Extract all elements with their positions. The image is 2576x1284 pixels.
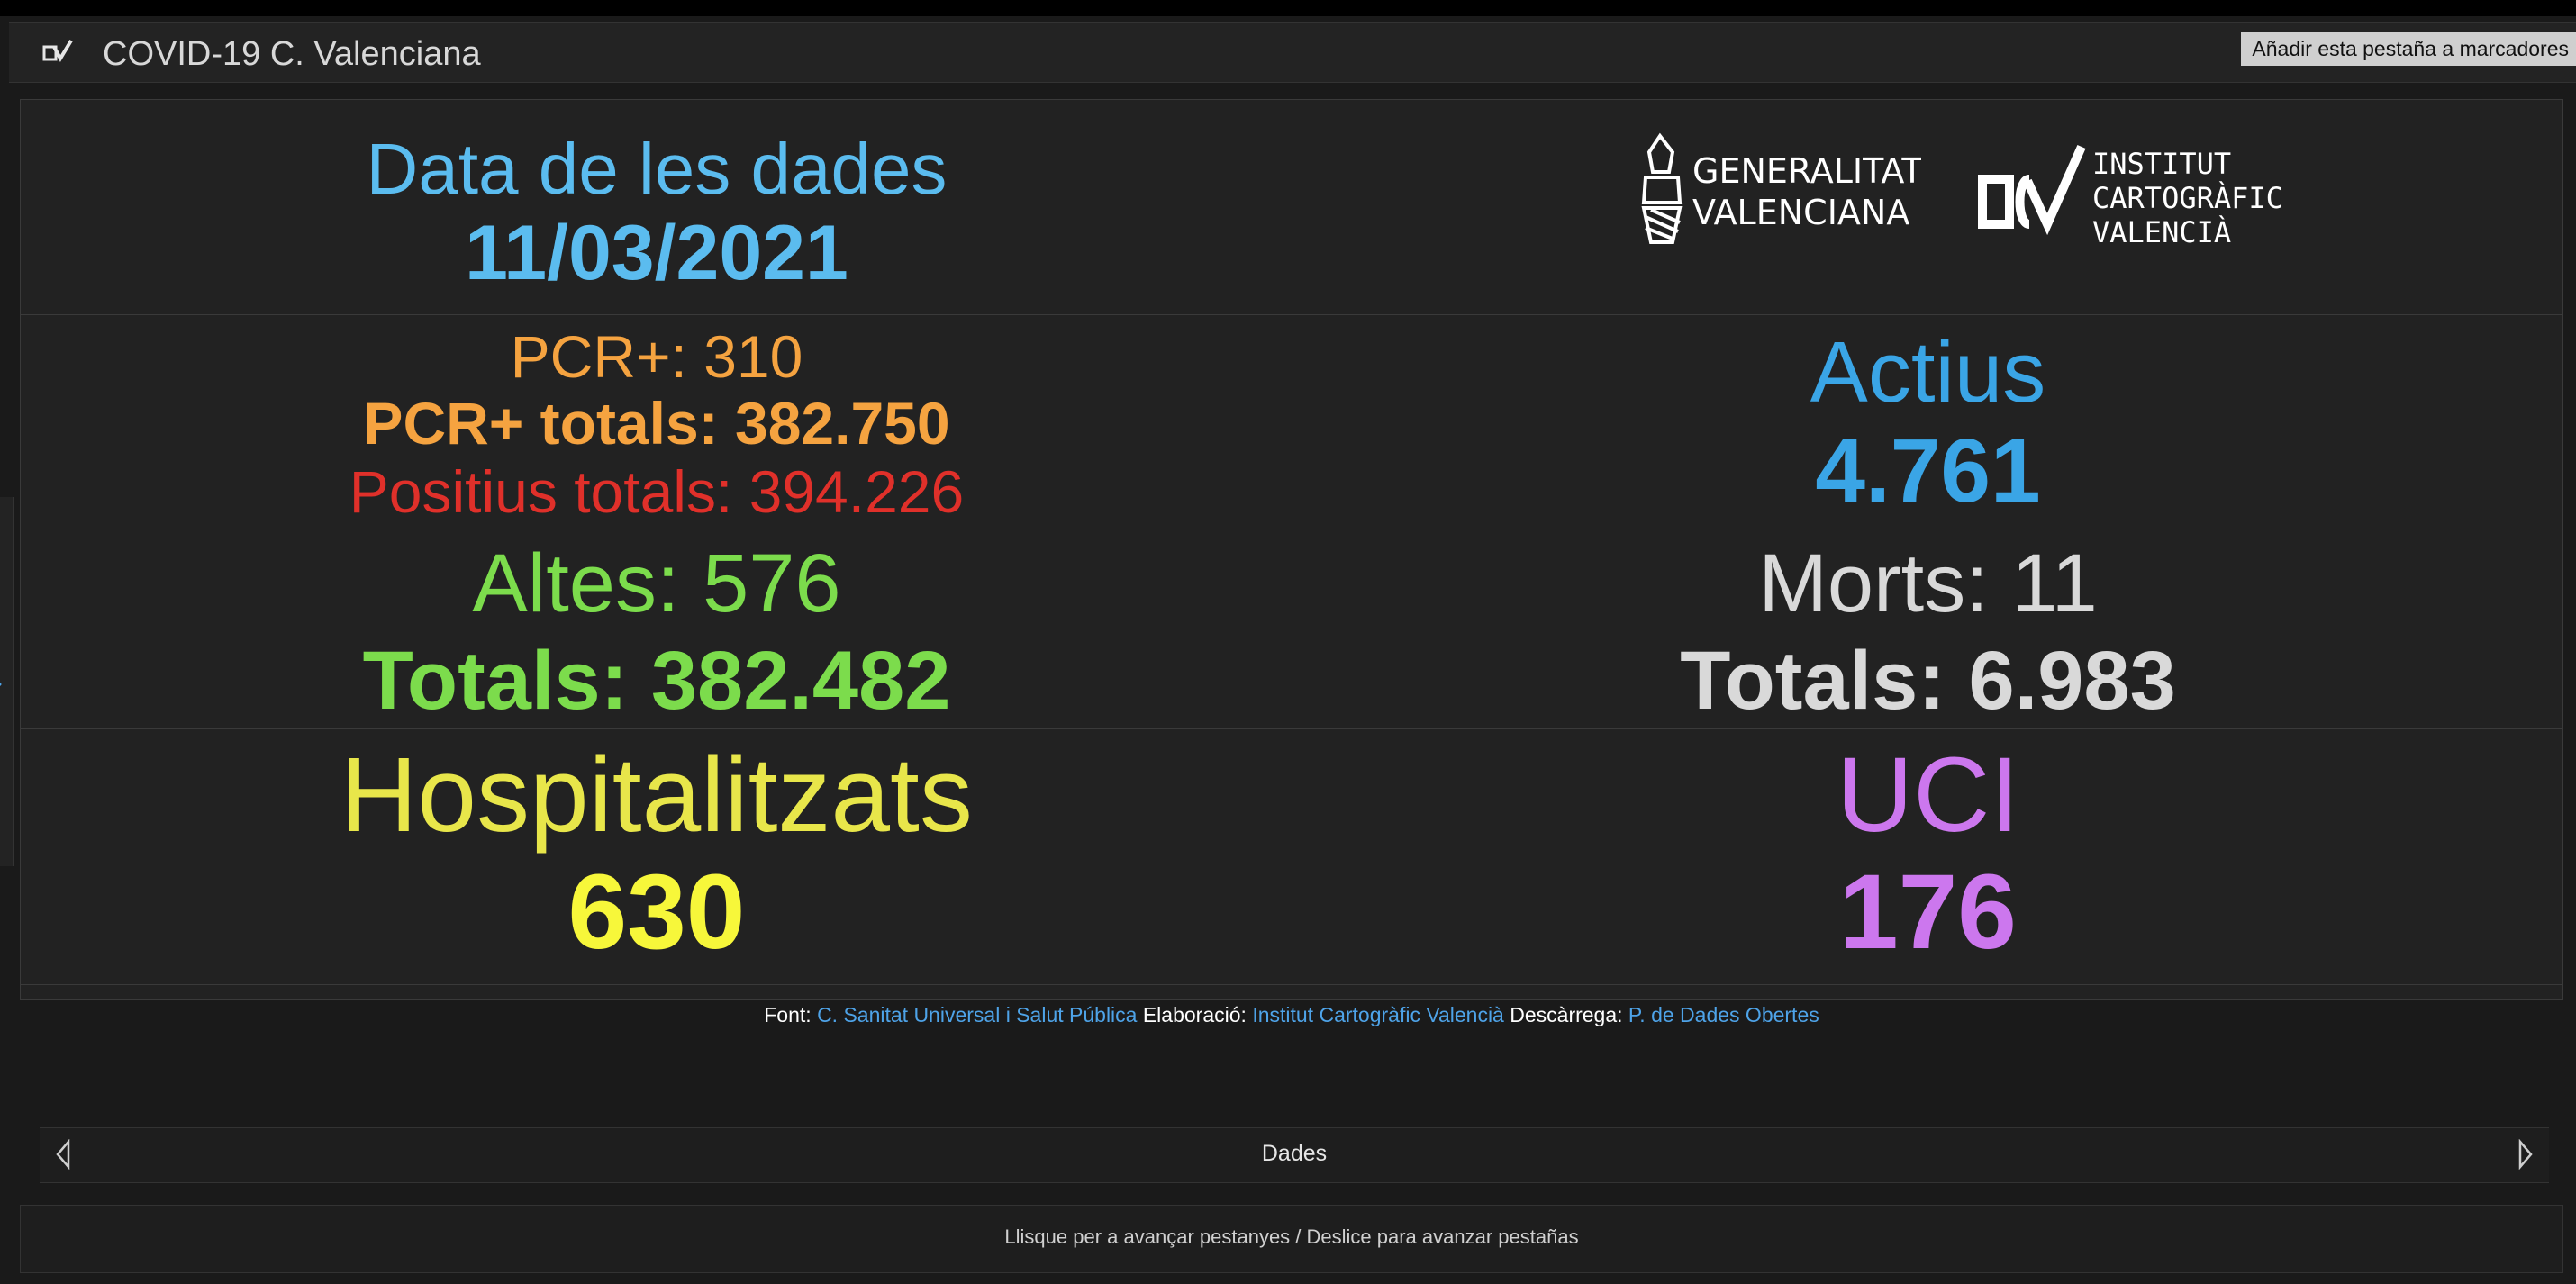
source-font-label: Font: (764, 1003, 812, 1026)
pcr-panel: PCR+: 310 PCR+ totals: 382.750 Positius … (21, 315, 1293, 529)
swipe-hint-text: Llisque per a avançar pestanyes / Deslic… (1004, 1225, 1579, 1248)
institut-cartografic-logo: INSTITUT CARTOGRÀFIC VALENCIÀ (1978, 144, 2281, 249)
add-bookmark-button[interactable]: Añadir esta pestaña a marcadores (2241, 32, 2576, 66)
icv-app-icon (42, 39, 73, 63)
positives-total: Positius totals: 394.226 (349, 458, 965, 525)
logo-gva-line-2: VALENCIANA (1692, 193, 1909, 232)
app-header: COVID-19 C. Valenciana Añadir esta pesta… (9, 22, 2576, 83)
pcr-totals: PCR+ totals: 382.750 (363, 390, 950, 457)
source-font-link[interactable]: C. Sanitat Universal i Salut Pública (817, 1003, 1138, 1026)
generalitat-valenciana-logo: GENERALITAT VALENCIANA (1641, 132, 1921, 244)
date-panel: Data de les dades 11/03/2021 (21, 100, 1293, 296)
logo-gva-line-1: GENERALITAT (1692, 151, 1921, 191)
discharges-panel: Altes: 576 Totals: 382.482 (21, 529, 1293, 728)
logo-icv-line-1: INSTITUT (2092, 147, 2231, 181)
date-label: Data de les dades (366, 129, 948, 209)
pcr-daily: PCR+: 310 (510, 323, 803, 390)
logos-panel: GENERALITAT VALENCIANA INSTITUT CARTOGRÀ… (1293, 100, 2562, 296)
active-label: Actius (1810, 324, 2046, 420)
deaths-panel: Morts: 11 Totals: 6.983 (1293, 529, 2562, 728)
dashboard-grid: Data de les dades 11/03/2021 GENERALITAT… (20, 99, 2563, 1026)
app-title: COVID-19 C. Valenciana (103, 35, 481, 73)
source-elab-link[interactable]: Institut Cartogràfic Valencià (1252, 1003, 1504, 1026)
deaths-daily: Morts: 11 (1758, 538, 2098, 629)
grid-divider (21, 728, 2562, 729)
date-value: 11/03/2021 (465, 210, 848, 296)
next-tab-button[interactable] (2517, 1139, 2535, 1170)
hospital-value: 630 (567, 853, 746, 972)
icu-panel: UCI 176 (1293, 729, 2562, 984)
hospital-panel: Hospitalitzats 630 (21, 729, 1293, 984)
grid-divider (21, 984, 2562, 985)
previous-tab-button[interactable] (54, 1139, 72, 1170)
grid-divider (21, 314, 2562, 315)
swipe-hint-bar: Llisque per a avançar pestanyes / Deslic… (20, 1205, 2563, 1273)
icu-label: UCI (1836, 736, 2020, 854)
active-panel: Actius 4.761 (1293, 315, 2562, 529)
tab-pager: Dades (40, 1127, 2549, 1183)
icu-value: 176 (1839, 853, 2017, 972)
current-tab-label: Dades (1261, 1141, 1328, 1166)
source-download-label: Descàrrega: (1510, 1003, 1623, 1026)
side-panel-toggle[interactable]: › (0, 497, 14, 866)
active-value: 4.761 (1815, 420, 2041, 521)
source-attribution: Font: C. Sanitat Universal i Salut Públi… (21, 1003, 2562, 1027)
logo-icv-line-3: VALENCIÀ (2092, 215, 2231, 249)
source-download-link[interactable]: P. de Dades Obertes (1628, 1003, 1819, 1026)
source-elab-label: Elaboració: (1142, 1003, 1247, 1026)
chevron-right-icon: › (0, 669, 3, 697)
discharges-daily: Altes: 576 (472, 538, 841, 629)
hospital-label: Hospitalitzats (340, 736, 973, 854)
logo-icv-line-2: CARTOGRÀFIC (2092, 181, 2281, 215)
deaths-total: Totals: 6.983 (1680, 635, 2176, 727)
discharges-total: Totals: 382.482 (362, 635, 951, 727)
